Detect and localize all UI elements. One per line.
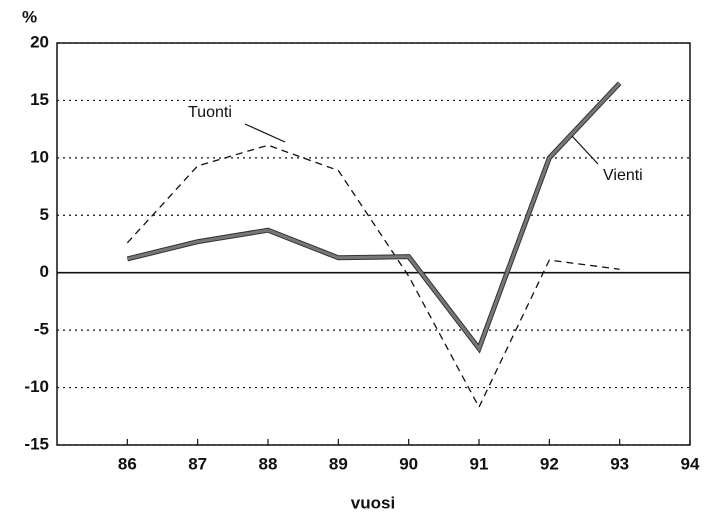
plot-frame (56, 42, 691, 446)
y-tick-label: 10 (30, 147, 49, 166)
x-tick-label: 87 (188, 454, 207, 473)
y-tick-label: -15 (24, 434, 49, 453)
x-tick-label: 90 (399, 454, 418, 473)
x-tick-label: 91 (470, 454, 489, 473)
series-label: Tuonti (188, 104, 232, 121)
x-tick-label: 94 (681, 454, 700, 473)
label-leader (571, 135, 599, 165)
y-tick-label: -10 (24, 377, 49, 396)
y-tick-label: 5 (40, 205, 49, 224)
series-line (126, 82, 621, 352)
series-line (126, 144, 620, 409)
x-tick-label: 88 (259, 454, 278, 473)
x-tick-label: 89 (329, 454, 348, 473)
x-tick-label: 92 (540, 454, 559, 473)
x-tick-label: 86 (118, 454, 137, 473)
x-axis-label: vuosi (351, 493, 395, 512)
y-tick-label: 0 (40, 262, 49, 281)
x-tick-label: 93 (610, 454, 629, 473)
y-tick-label: 20 (30, 32, 49, 51)
y-tick-label: -5 (34, 320, 49, 339)
series-label: Vienti (603, 167, 643, 184)
label-leader (244, 123, 286, 143)
y-axis-label: % (22, 7, 37, 26)
y-tick-label: 15 (30, 90, 49, 109)
